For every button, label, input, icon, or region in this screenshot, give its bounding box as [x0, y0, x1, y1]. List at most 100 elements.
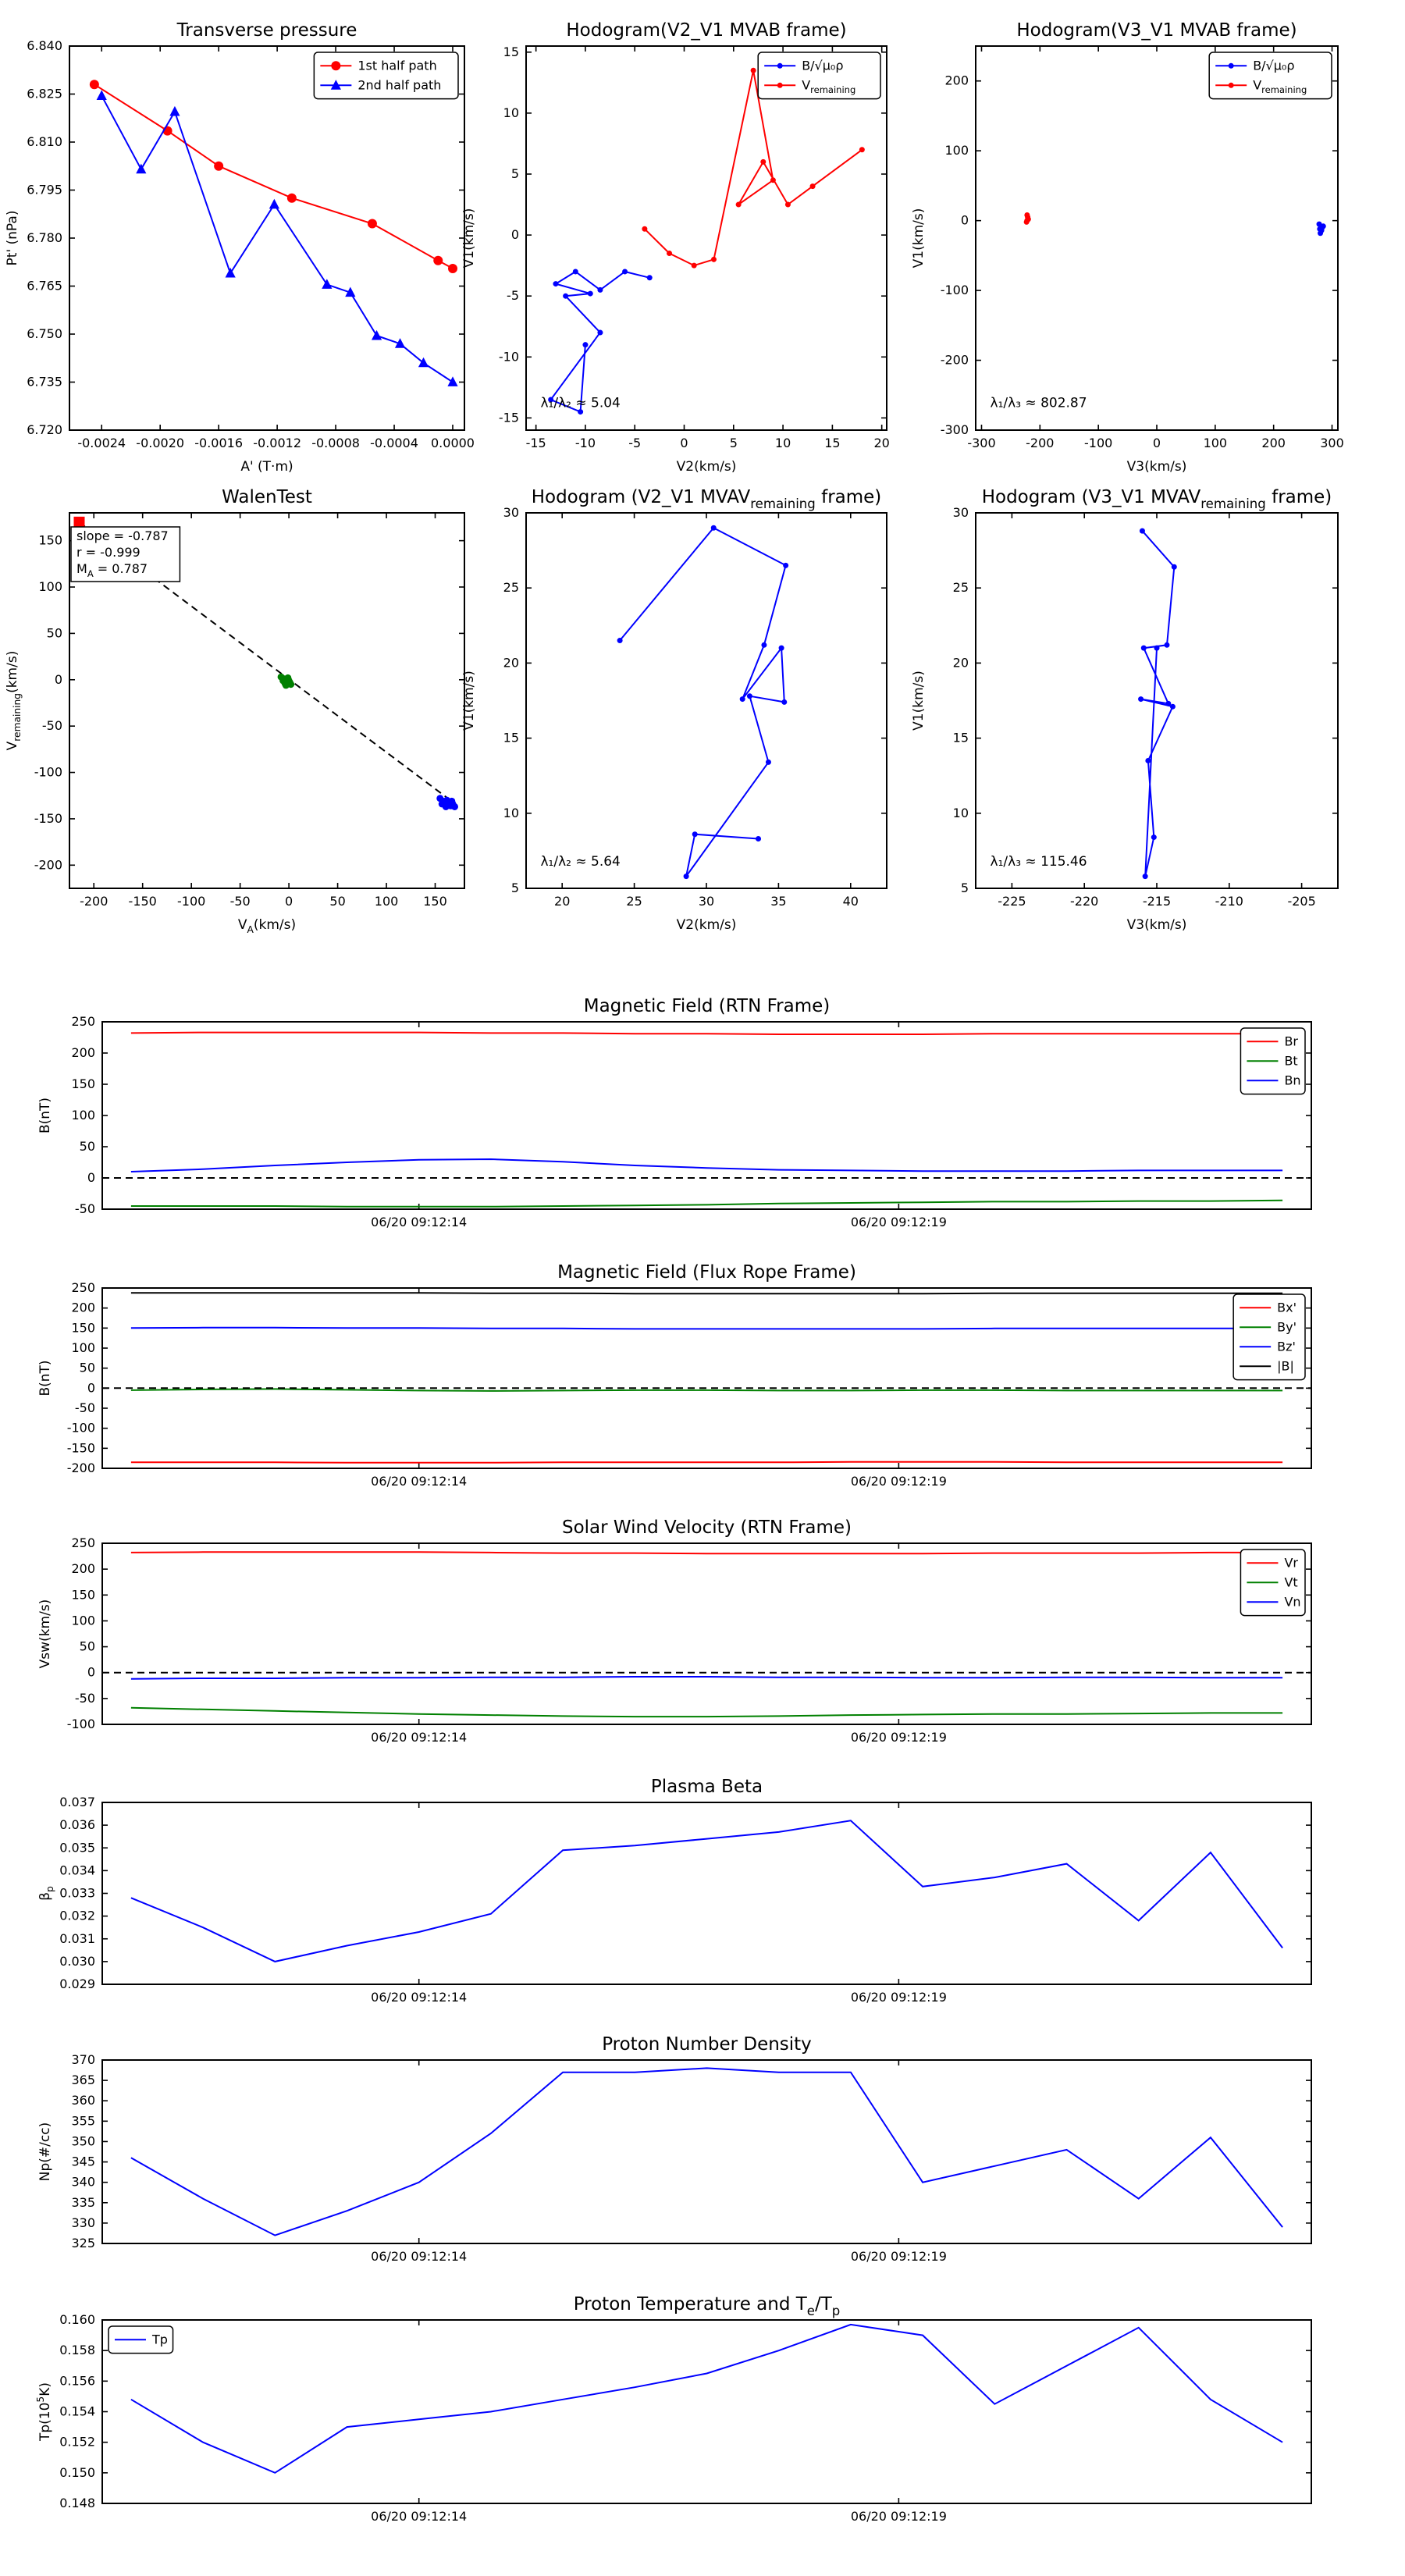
- svg-text:-50: -50: [75, 1691, 95, 1706]
- svg-text:slope = -0.787: slope = -0.787: [76, 528, 169, 543]
- svg-text:0: 0: [511, 227, 519, 242]
- svg-text:100: 100: [71, 1340, 95, 1355]
- svg-text:Br: Br: [1284, 1034, 1298, 1048]
- svg-text:0: 0: [285, 894, 293, 909]
- svg-text:Vremaining(km/s): Vremaining(km/s): [5, 651, 23, 751]
- svg-text:350: 350: [71, 2133, 95, 2148]
- svg-text:-0.0012: -0.0012: [253, 436, 301, 450]
- svg-text:-100: -100: [177, 894, 205, 909]
- svg-text:0: 0: [87, 1665, 95, 1680]
- svg-text:06/20 09:12:14: 06/20 09:12:14: [371, 1215, 467, 1229]
- svg-text:Hodogram(V2_V1 MVAB frame): Hodogram(V2_V1 MVAB frame): [566, 20, 846, 41]
- svg-text:06/20 09:12:19: 06/20 09:12:19: [851, 1730, 947, 1745]
- svg-text:0.033: 0.033: [59, 1886, 95, 1901]
- svg-text:Magnetic Field (RTN Frame): Magnetic Field (RTN Frame): [584, 996, 831, 1016]
- svg-text:0: 0: [1153, 436, 1161, 450]
- svg-text:150: 150: [71, 1076, 95, 1091]
- svg-text:Solar Wind Velocity (RTN Frame: Solar Wind Velocity (RTN Frame): [562, 1517, 852, 1538]
- svg-text:325: 325: [71, 2236, 95, 2250]
- svg-text:25: 25: [953, 580, 969, 595]
- proton-temp-canvas: 06/20 09:12:14 06/20 09:12:19 0.148 0.150 0.…: [35, 2294, 1312, 2524]
- svg-text:-50: -50: [230, 894, 251, 909]
- svg-text:200: 200: [71, 1045, 95, 1060]
- svg-text:6.795: 6.795: [27, 183, 62, 197]
- svg-text:30: 30: [503, 505, 519, 520]
- svg-text:Vremaining: Vremaining: [802, 77, 855, 95]
- svg-text:Proton Number Density: Proton Number Density: [602, 2034, 812, 2055]
- svg-text:50: 50: [80, 1139, 95, 1154]
- svg-text:200: 200: [1261, 436, 1286, 450]
- hodogram-v3v1-mvab-canvas: -300 -200 -100 0 100 200 300 -300 -200 -100 0 100 20…: [911, 20, 1344, 475]
- svg-text:-200: -200: [67, 1461, 95, 1475]
- svg-text:|B|: |B|: [1277, 1358, 1294, 1373]
- chart-proton-number-density: 06/20 09:12:14 06/20 09:12:19 325 330 335 340…: [37, 2034, 1312, 2264]
- svg-text:30: 30: [953, 505, 969, 520]
- svg-text:360: 360: [71, 2093, 95, 2108]
- svg-text:0: 0: [87, 1170, 95, 1185]
- svg-text:Magnetic Field (Flux Rope Fram: Magnetic Field (Flux Rope Frame): [557, 1262, 856, 1283]
- svg-text:06/20 09:12:19: 06/20 09:12:19: [851, 2509, 947, 2524]
- svg-text:VA(km/s): VA(km/s): [238, 917, 296, 935]
- svg-text:200: 200: [944, 73, 969, 88]
- svg-text:20: 20: [503, 655, 519, 670]
- svg-text:-50: -50: [42, 718, 62, 733]
- svg-text:15: 15: [503, 731, 519, 745]
- svg-text:WalenTest: WalenTest: [222, 487, 312, 507]
- svg-text:-0.0004: -0.0004: [370, 436, 418, 450]
- chart-hodogram-v3v1-mvav: -225 -220 -215 -210 -205 5 10 15 20 25 30 Hodogram …: [911, 487, 1339, 933]
- svg-text:5: 5: [961, 881, 969, 895]
- svg-text:250: 250: [71, 1280, 95, 1295]
- svg-text:Hodogram (V3_V1 MVAVremaining: Hodogram (V3_V1 MVAVremaining frame): [982, 487, 1332, 511]
- svg-text:150: 150: [423, 894, 447, 909]
- svg-text:0.156: 0.156: [59, 2373, 95, 2388]
- svg-text:-215: -215: [1143, 894, 1171, 909]
- chart-hodogram-v3v1-mvab: -300 -200 -100 0 100 200 300 -300 -200 -100 0 100 20…: [911, 20, 1344, 475]
- svg-text:-0.0020: -0.0020: [136, 436, 184, 450]
- svg-text:βp: βp: [37, 1886, 55, 1901]
- svg-text:-150: -150: [129, 894, 157, 909]
- svg-text:0.160: 0.160: [59, 2312, 95, 2327]
- svg-text:0.032: 0.032: [59, 1909, 95, 1923]
- svg-text:-210: -210: [1215, 894, 1243, 909]
- svg-text:λ₁/λ₂ ≈ 5.04: λ₁/λ₂ ≈ 5.04: [540, 395, 620, 411]
- svg-text:By': By': [1277, 1319, 1297, 1334]
- svg-text:10: 10: [775, 436, 791, 450]
- svg-text:0: 0: [680, 436, 688, 450]
- svg-text:335: 335: [71, 2195, 95, 2210]
- svg-text:5: 5: [730, 436, 738, 450]
- svg-text:λ₁/λ₃ ≈ 115.46: λ₁/λ₃ ≈ 115.46: [991, 854, 1087, 870]
- svg-text:355: 355: [71, 2113, 95, 2128]
- chart-magnetic-field-rtn: 06/20 09:12:14 06/20 09:12:19 -50 0 50 100 150…: [37, 996, 1312, 1229]
- svg-text:-0.0016: -0.0016: [194, 436, 243, 450]
- svg-text:100: 100: [71, 1613, 95, 1628]
- mag-fluxrope-canvas: 06/20 09:12:14 06/20 09:12:19 -200 -150 -100…: [37, 1262, 1312, 1489]
- svg-text:0.158: 0.158: [59, 2343, 95, 2357]
- svg-text:35: 35: [770, 894, 786, 909]
- svg-text:-150: -150: [34, 811, 62, 826]
- svg-text:5: 5: [511, 166, 519, 181]
- svg-text:Hodogram (V2_V1 MVAVremaining: Hodogram (V2_V1 MVAVremaining frame): [532, 487, 882, 511]
- svg-text:Tp(105K): Tp(105K): [35, 2382, 53, 2442]
- svg-text:-10: -10: [575, 436, 596, 450]
- svg-text:0.152: 0.152: [59, 2435, 95, 2450]
- svg-text:100: 100: [71, 1108, 95, 1123]
- svg-text:0: 0: [87, 1380, 95, 1395]
- svg-text:0.030: 0.030: [59, 1954, 95, 1969]
- svg-text:Plasma Beta: Plasma Beta: [651, 1777, 763, 1797]
- svg-text:-10: -10: [499, 349, 519, 364]
- svg-text:0.037: 0.037: [59, 1795, 95, 1809]
- svg-text:0.031: 0.031: [59, 1931, 95, 1946]
- walen-test-canvas: -200 -150 -100 -50 0 50 100 150 -200 -150 -100 -50 0…: [5, 487, 465, 935]
- svg-text:0.034: 0.034: [59, 1863, 95, 1877]
- svg-text:-200: -200: [80, 894, 108, 909]
- svg-text:Vr: Vr: [1284, 1555, 1298, 1570]
- svg-text:-300: -300: [967, 436, 995, 450]
- svg-text:100: 100: [38, 579, 62, 594]
- svg-text:-15: -15: [526, 436, 546, 450]
- vsw-rtn-canvas: 06/20 09:12:14 06/20 09:12:19 -100 -50 0 50 10…: [37, 1517, 1312, 1745]
- svg-text:V2(km/s): V2(km/s): [677, 917, 737, 933]
- svg-text:6.750: 6.750: [27, 326, 62, 341]
- svg-text:50: 50: [47, 625, 62, 640]
- svg-text:06/20 09:12:14: 06/20 09:12:14: [371, 2249, 467, 2264]
- svg-text:0.154: 0.154: [59, 2404, 95, 2419]
